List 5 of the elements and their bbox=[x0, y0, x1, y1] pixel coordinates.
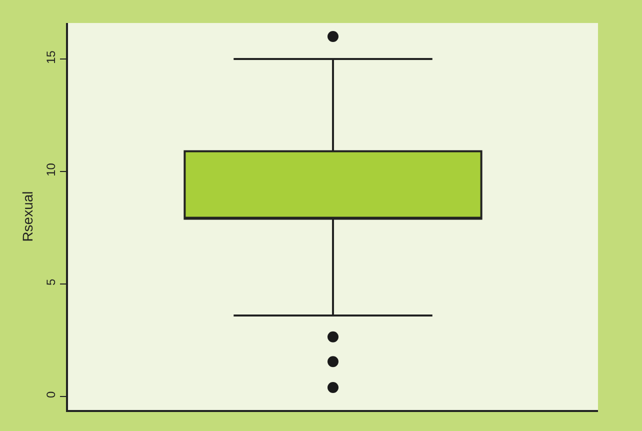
y-tick-label: 5 bbox=[44, 278, 58, 286]
y-tick-label: 10 bbox=[44, 162, 58, 176]
y-axis-title: Rsexual bbox=[19, 191, 36, 242]
y-tick-label: 15 bbox=[44, 50, 58, 64]
y-tick-label: 0 bbox=[44, 391, 58, 398]
